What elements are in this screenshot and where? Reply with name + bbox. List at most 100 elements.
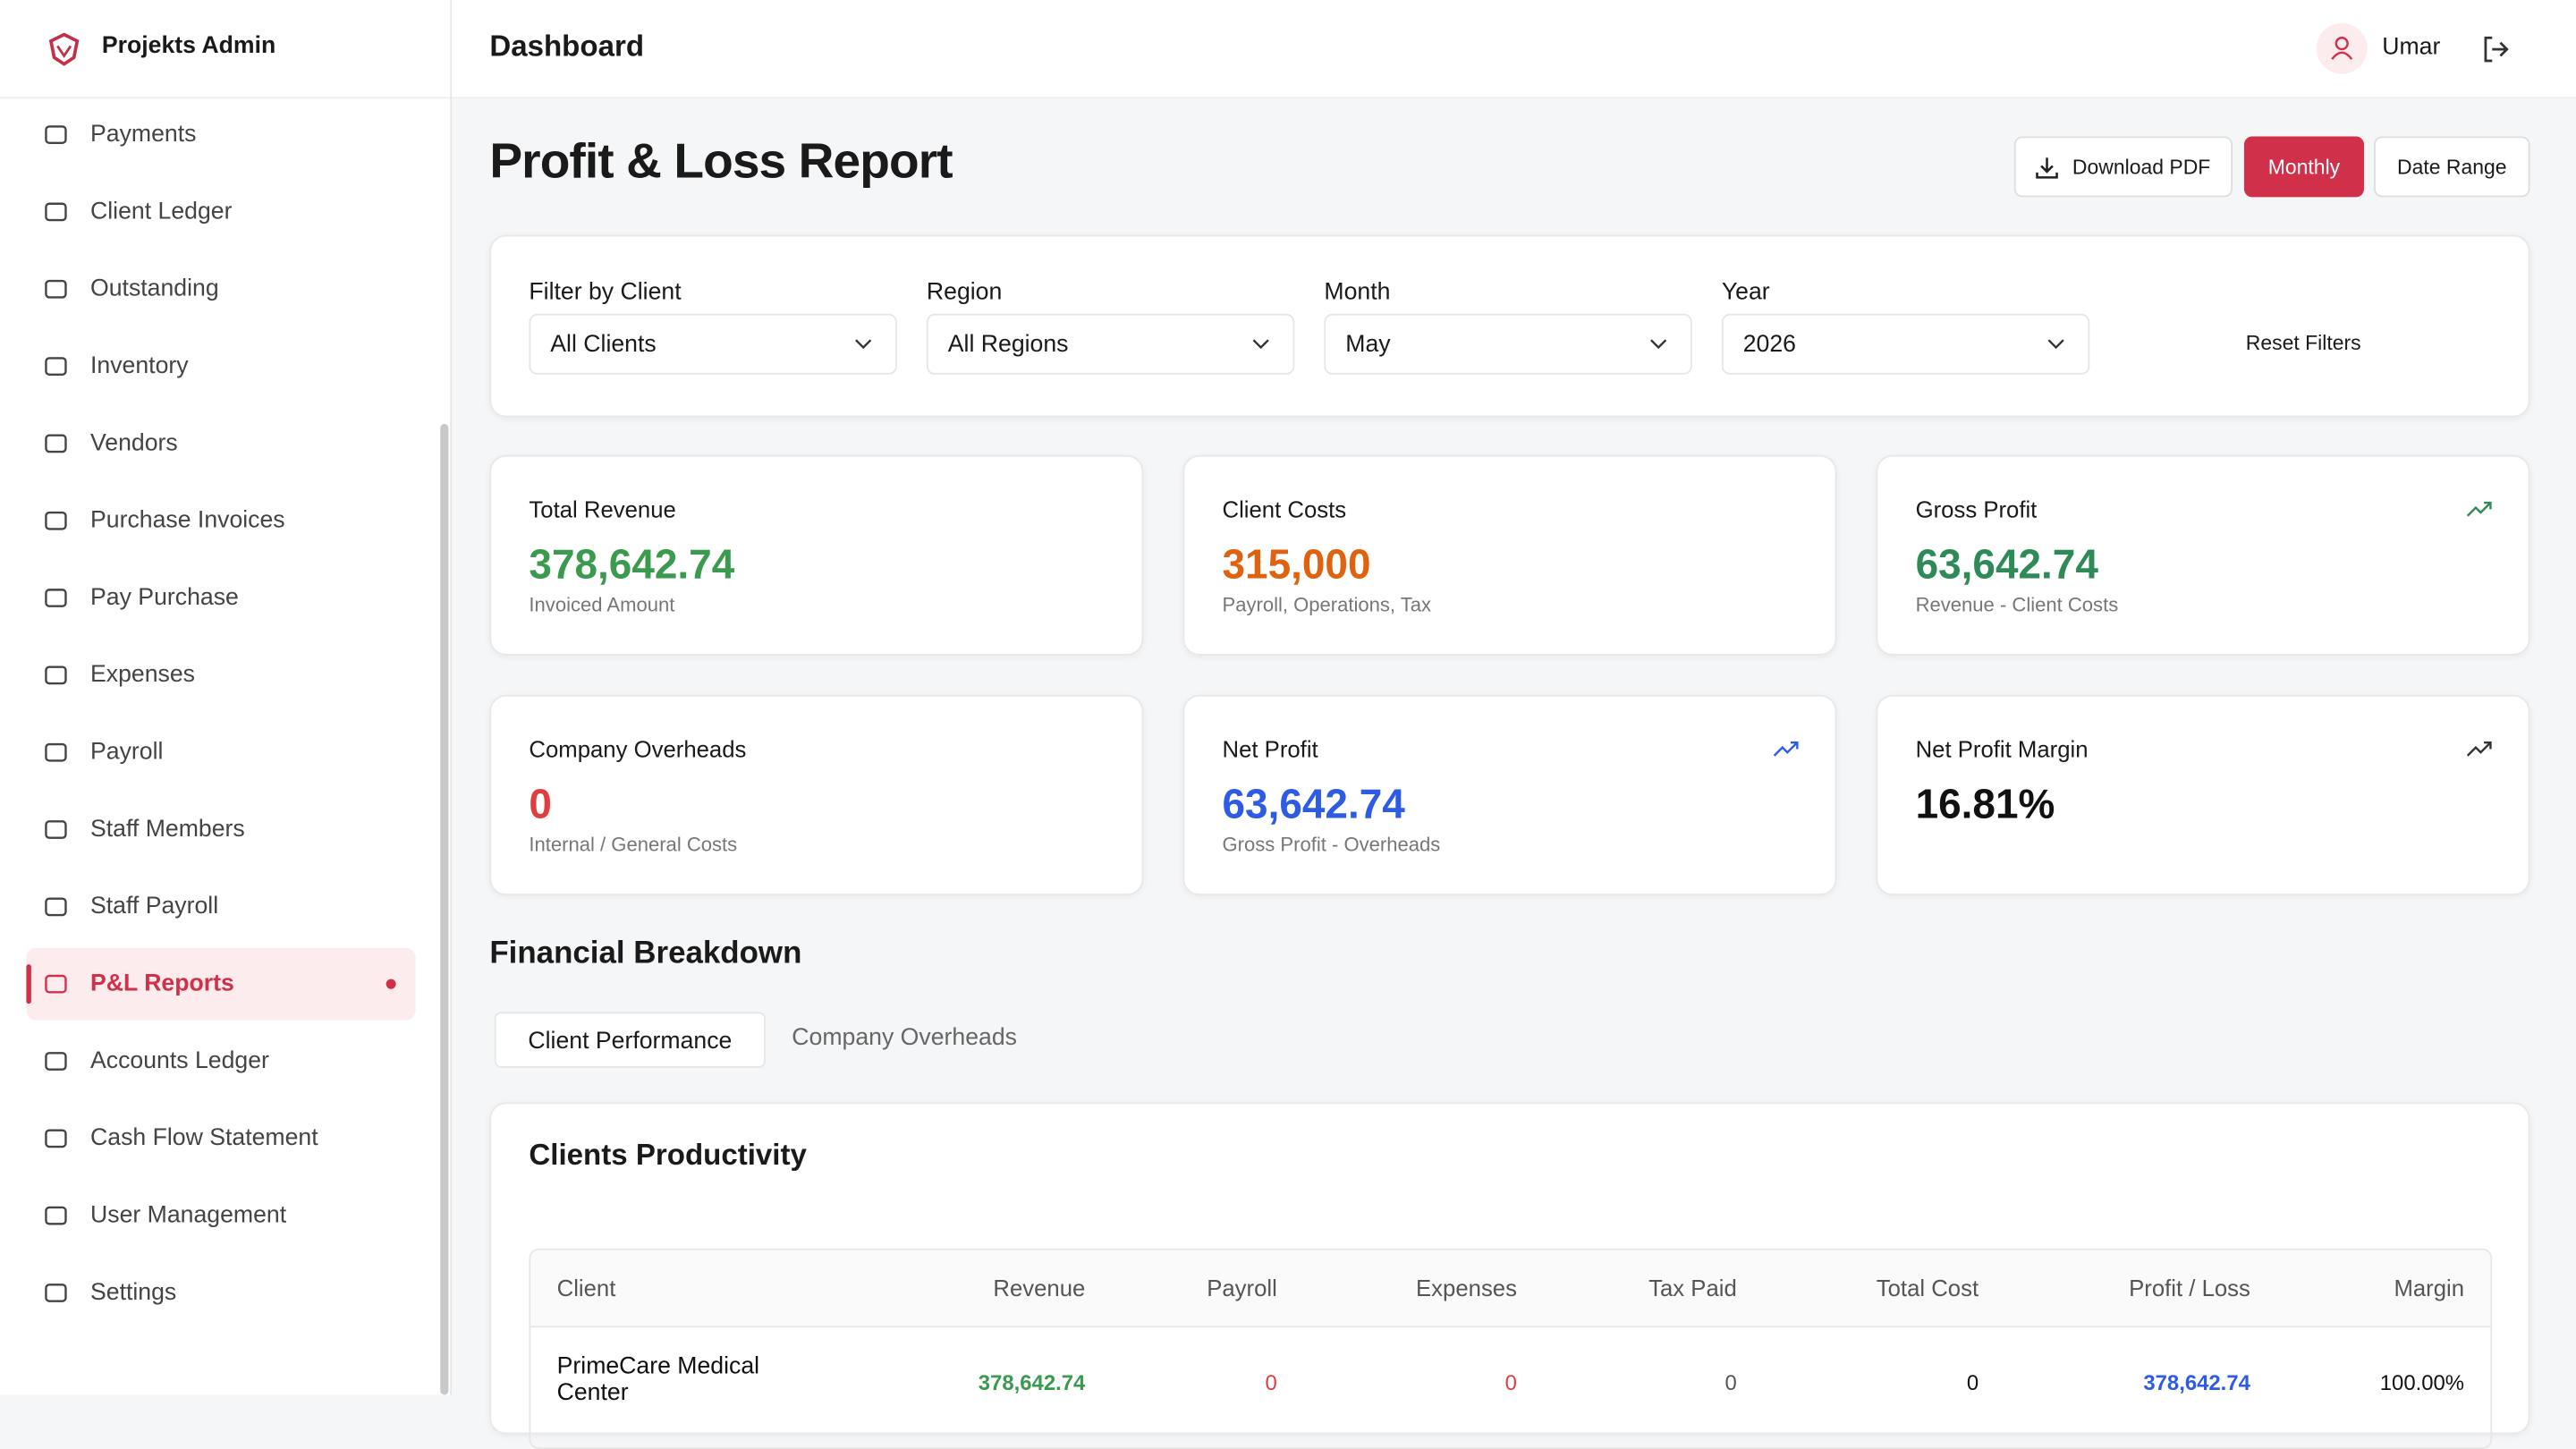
nav-item[interactable]: Vendors	[26, 408, 415, 480]
stat-card: Net Profit Margin 16.81%	[1876, 694, 2530, 896]
card-title: Net Profit	[1222, 735, 1318, 763]
nav-item[interactable]: Payroll	[26, 716, 415, 789]
filter-label: Year	[1721, 279, 1770, 306]
card-value: 63,642.74	[1222, 782, 1405, 828]
cell: 0	[1724, 1368, 1737, 1394]
nav-label: Staff Members	[90, 816, 245, 843]
nav-item[interactable]: Payments	[26, 98, 415, 171]
tab[interactable]: Company Overheads	[792, 1025, 1017, 1052]
nav-label: Client Ledger	[90, 199, 233, 225]
select[interactable]: May	[1324, 313, 1692, 375]
scrollbar	[440, 423, 449, 1395]
tab-active[interactable]: Client Performance	[494, 1012, 766, 1068]
monthly-button[interactable]: Monthly	[2243, 136, 2365, 198]
card-title: Company Overheads	[529, 735, 747, 763]
column-header: Margin	[2394, 1274, 2465, 1301]
card-value: 378,642.74	[529, 542, 735, 589]
nav-item[interactable]: Settings	[26, 1257, 415, 1329]
nav-label: P&L Reports	[90, 970, 234, 997]
card-note: Invoiced Amount	[529, 593, 675, 616]
logo	[48, 32, 80, 66]
table-title: Clients Productivity	[529, 1138, 807, 1172]
select[interactable]: All Regions	[926, 313, 1295, 375]
sidebar: Projekts Admin Payments Client Ledger Outs…	[0, 0, 453, 1395]
column-header: Profit / Loss	[2129, 1274, 2250, 1301]
card-note: Internal / General Costs	[529, 833, 738, 856]
card-title: Total Revenue	[529, 496, 676, 523]
avatar[interactable]	[2316, 22, 2368, 74]
cell: 0	[1504, 1368, 1517, 1394]
header-row: Client Revenue Payroll Expenses Tax Paid Tota…	[530, 1250, 2491, 1326]
stat-card: Company Overheads 0 Internal / General Cos…	[489, 694, 1144, 896]
cell: 0	[1966, 1368, 1979, 1394]
download-button[interactable]: Download PDF	[2013, 136, 2233, 198]
table: Client Revenue Payroll Expenses Tax Paid Tota…	[530, 1250, 2491, 1425]
card-title: Gross Profit	[1915, 496, 2038, 523]
card-value: 16.81%	[1915, 782, 2055, 828]
nav-label: Pay Purchase	[90, 584, 239, 612]
nav-label: Inventory	[90, 352, 189, 380]
nav-label: Accounts Ledger	[90, 1047, 269, 1075]
nav-label: Staff Payroll	[90, 894, 219, 920]
cell: 0	[1265, 1368, 1277, 1394]
select[interactable]: All Clients	[529, 313, 897, 375]
table-card: Clients Productivity Client Revenue Payrol…	[489, 1102, 2530, 1449]
nav-item[interactable]: Pay Purchase	[26, 562, 415, 634]
nav-item[interactable]: Outstanding	[26, 253, 415, 326]
nav-item[interactable]: Cash Flow Statement	[26, 1102, 415, 1174]
column-header: Client	[556, 1274, 616, 1301]
card-note: Gross Profit - Overheads	[1222, 833, 1441, 856]
button-label: Download PDF	[2072, 155, 2211, 179]
cell: PrimeCare Medical Center	[556, 1352, 760, 1406]
brand: Projekts Admin	[101, 32, 276, 60]
user-name: Umar	[2382, 34, 2441, 61]
nav-label: Vendors	[90, 430, 178, 457]
nav-item[interactable]: P&L Reports	[26, 947, 416, 1021]
dot	[386, 979, 396, 989]
nav-item[interactable]: Staff Members	[26, 793, 415, 866]
nav-item[interactable]: Purchase Invoices	[26, 485, 415, 557]
nav-item[interactable]: Expenses	[26, 639, 415, 711]
column-header: Tax Paid	[1648, 1274, 1737, 1301]
column-header: Payroll	[1207, 1274, 1277, 1301]
nav-label: User Management	[90, 1202, 287, 1229]
page-title: Profit & Loss Report	[489, 134, 953, 190]
card-note: Payroll, Operations, Tax	[1222, 593, 1432, 616]
nav-item[interactable]: Inventory	[26, 330, 415, 402]
nav-label: Purchase Invoices	[90, 507, 285, 534]
card-title: Client Costs	[1222, 496, 1347, 523]
nav-item[interactable]: User Management	[26, 1180, 415, 1252]
nav-item[interactable]: Staff Payroll	[26, 870, 415, 943]
nav-label: Cash Flow Statement	[90, 1125, 318, 1152]
nav-item[interactable]: Client Ledger	[26, 176, 415, 249]
header-title: Dashboard	[489, 30, 645, 63]
topbar: Dashboard Umar	[452, 0, 2576, 99]
filter-label: Month	[1324, 279, 1391, 306]
section-title: Financial Breakdown	[489, 936, 802, 971]
card-value: 0	[529, 782, 552, 828]
nav-item[interactable]: Accounts Ledger	[26, 1025, 415, 1097]
stat-card: Total Revenue 378,642.74 Invoiced Amount	[489, 454, 1144, 656]
cell: 100.00%	[2379, 1368, 2465, 1394]
card-note: Revenue - Client Costs	[1915, 593, 2119, 616]
cell: 378,642.74	[978, 1368, 1086, 1394]
reset-filters[interactable]: Reset Filters	[2245, 332, 2361, 355]
filter-label: Filter by Client	[529, 279, 682, 306]
column-header: Total Cost	[1876, 1274, 1979, 1301]
nav-label: Payments	[90, 121, 197, 148]
filter-label: Region	[926, 279, 1003, 306]
select[interactable]: 2026	[1721, 313, 2090, 375]
column-header: Expenses	[1416, 1274, 1517, 1301]
nav-label: Payroll	[90, 739, 164, 766]
nav-label: Outstanding	[90, 275, 219, 302]
card-value: 63,642.74	[1915, 542, 2098, 589]
stat-card: Client Costs 315,000 Payroll, Operations, …	[1182, 454, 1837, 656]
card-value: 315,000	[1222, 542, 1371, 589]
card-title: Net Profit Margin	[1915, 735, 2089, 763]
date-range-button[interactable]: Date Range	[2374, 136, 2530, 198]
nav-label: Settings	[90, 1279, 177, 1307]
logout-icon[interactable]	[2480, 35, 2510, 64]
stat-card: Net Profit 63,642.74 Gross Profit - Overhe…	[1182, 694, 1837, 896]
